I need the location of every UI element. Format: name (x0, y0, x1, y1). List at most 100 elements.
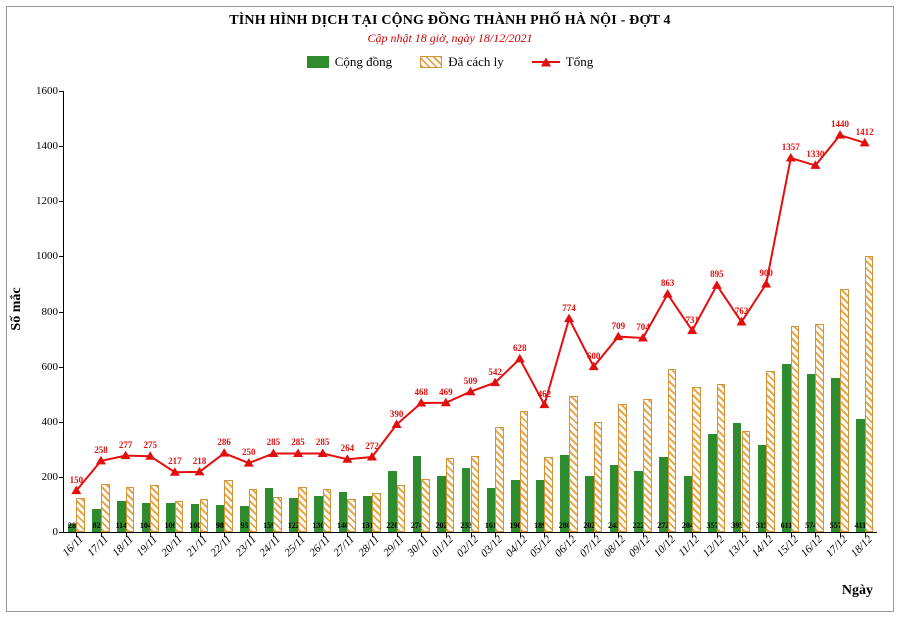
bar-da-cach-ly (446, 458, 455, 532)
line-point-label: 863 (661, 278, 675, 288)
line-point-label: 895 (710, 269, 724, 279)
bar-cong-dong (807, 374, 816, 532)
bar-da-cach-ly (643, 399, 652, 532)
x-tick-label: 30/11 (405, 533, 431, 559)
line-point-label: 1357 (782, 142, 800, 152)
line-point-label: 762 (735, 306, 749, 316)
x-tick-label: 29/11 (381, 533, 407, 559)
chart-subtitle: Cập nhật 18 giờ, ngày 18/12/2021 (7, 31, 893, 46)
line-point-label: 258 (94, 445, 108, 455)
chart-title: TÌNH HÌNH DỊCH TẠI CỘNG ĐỒNG THÀNH PHỐ H… (7, 13, 893, 29)
x-tick-label: 02/12 (454, 533, 480, 559)
bar-da-cach-ly (495, 427, 504, 532)
bar-da-cach-ly (273, 497, 282, 532)
legend-item-da-cach-ly: Đã cách ly (420, 54, 504, 70)
line-point-label: 250 (242, 447, 256, 457)
bar-da-cach-ly (200, 499, 209, 532)
x-axis-label: Ngày (842, 583, 873, 599)
line-point-label: 150 (70, 475, 84, 485)
x-tick-label: 26/11 (307, 533, 333, 559)
bar-da-cach-ly (76, 498, 85, 532)
title-block: TÌNH HÌNH DỊCH TẠI CỘNG ĐỒNG THÀNH PHỐ H… (7, 7, 893, 46)
x-tick-label: 25/11 (282, 533, 308, 559)
bar-da-cach-ly (594, 422, 603, 532)
x-tick-label: 17/11 (85, 533, 111, 559)
x-tick-label: 18/12 (848, 533, 874, 559)
bar-da-cach-ly (717, 384, 726, 532)
line-point-label: 462 (538, 389, 552, 399)
x-tick-label: 05/12 (528, 533, 554, 559)
line-point-label: 1330 (806, 149, 824, 159)
line-point-label: 285 (267, 437, 281, 447)
bar-da-cach-ly (569, 396, 578, 532)
line-point-label: 217 (168, 456, 182, 466)
legend-item-tong: Tổng (532, 54, 593, 70)
x-tick-label: 16/11 (61, 533, 87, 559)
line-point-label: 286 (217, 437, 231, 447)
line-point-label: 774 (562, 303, 576, 313)
line-point-label: 277 (119, 440, 133, 450)
bar-da-cach-ly (865, 256, 874, 532)
line-point-label: 1440 (831, 119, 849, 129)
x-tick-label: 28/11 (356, 533, 382, 559)
bar-label-cong-dong: 28 (68, 521, 76, 530)
bar-da-cach-ly (766, 371, 775, 532)
bar-da-cach-ly (421, 479, 430, 532)
legend-swatch-green (307, 56, 329, 68)
plot-area: 0200400600800100012001400160016/112817/1… (63, 91, 877, 533)
bar-da-cach-ly (249, 489, 258, 532)
line-point-label: 900 (759, 268, 773, 278)
line-point-label: 509 (464, 376, 478, 386)
line-point-label: 628 (513, 343, 527, 353)
bar-da-cach-ly (347, 499, 356, 532)
bar-cong-dong (708, 434, 717, 532)
x-tick-label: 20/11 (159, 533, 185, 559)
bar-cong-dong (782, 364, 791, 532)
bar-cong-dong (733, 423, 742, 532)
x-tick-label: 12/12 (701, 533, 727, 559)
x-tick-label: 21/11 (184, 533, 210, 559)
line-point-label: 731 (685, 315, 699, 325)
x-tick-label: 11/12 (676, 533, 702, 559)
bar-da-cach-ly (815, 324, 824, 532)
bar-da-cach-ly (618, 404, 627, 532)
line-point-label: 218 (193, 456, 207, 466)
bar-label-cong-dong: 98 (216, 521, 224, 530)
x-tick-label: 19/11 (134, 533, 160, 559)
line-point-label: 264 (341, 443, 355, 453)
line-point-label: 285 (316, 437, 330, 447)
x-tick-label: 10/12 (651, 533, 677, 559)
y-axis-label: Số mắc (9, 287, 25, 330)
bar-da-cach-ly (692, 387, 701, 532)
x-tick-label: 17/12 (824, 533, 850, 559)
line-point-label: 272 (365, 441, 379, 451)
chart-frame: TÌNH HÌNH DỊCH TẠI CỘNG ĐỒNG THÀNH PHỐ H… (6, 6, 894, 612)
bar-da-cach-ly (791, 326, 800, 532)
line-point-label: 709 (612, 321, 626, 331)
bar-da-cach-ly (397, 485, 406, 532)
legend-label-3: Tổng (566, 54, 593, 70)
x-tick-label: 23/11 (233, 533, 259, 559)
bar-da-cach-ly (742, 431, 751, 532)
x-tick-label: 16/12 (799, 533, 825, 559)
bar-da-cach-ly (150, 485, 159, 532)
bar-da-cach-ly (471, 456, 480, 532)
x-tick-label: 09/12 (627, 533, 653, 559)
legend-label-2: Đã cách ly (448, 54, 504, 70)
line-point-label: 1412 (856, 127, 874, 137)
bar-da-cach-ly (520, 411, 529, 532)
line-point-label: 600 (587, 351, 601, 361)
line-point-label: 285 (291, 437, 305, 447)
x-tick-label: 18/11 (110, 533, 136, 559)
line-point-label: 704 (636, 322, 650, 332)
line-point-label: 469 (439, 387, 453, 397)
line-point-label: 275 (143, 440, 157, 450)
bar-da-cach-ly (668, 369, 677, 532)
bar-da-cach-ly (840, 289, 849, 532)
x-tick-label: 15/12 (774, 533, 800, 559)
bar-da-cach-ly (372, 493, 381, 532)
legend: Cộng đồng Đã cách ly Tổng (7, 54, 893, 70)
x-tick-label: 08/12 (602, 533, 628, 559)
x-tick-label: 01/12 (430, 533, 456, 559)
x-tick-label: 13/12 (725, 533, 751, 559)
